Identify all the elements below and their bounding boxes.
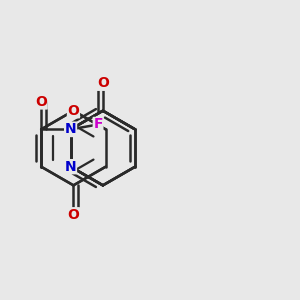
Text: O: O bbox=[68, 104, 80, 118]
Text: N: N bbox=[65, 160, 76, 174]
Text: O: O bbox=[35, 95, 47, 109]
Text: O: O bbox=[97, 76, 109, 90]
Text: N: N bbox=[65, 122, 76, 136]
Text: F: F bbox=[93, 118, 103, 131]
Text: O: O bbox=[68, 208, 80, 222]
Text: N: N bbox=[65, 122, 76, 136]
